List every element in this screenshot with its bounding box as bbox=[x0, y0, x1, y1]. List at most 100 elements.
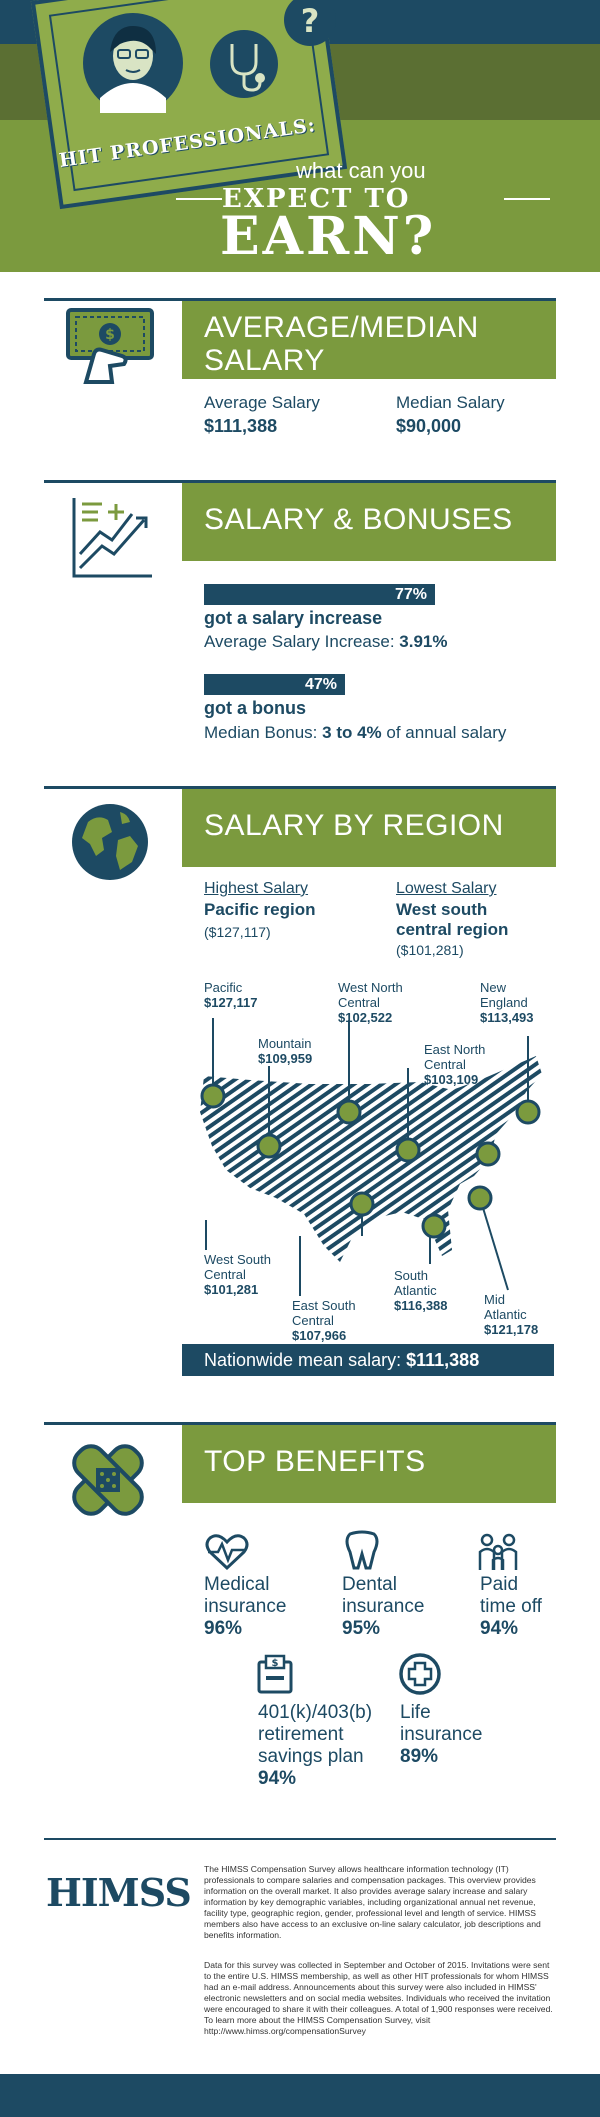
map-label-sa-name-1: South bbox=[394, 1268, 428, 1283]
stethoscope-icon bbox=[210, 30, 278, 98]
bonus-caption: got a bonus bbox=[204, 698, 306, 718]
map-label-east-north-central: East North Central $103,109 bbox=[424, 1042, 485, 1087]
bonus-detail: Median Bonus: 3 to 4% of annual salary bbox=[204, 723, 506, 743]
lowest-salary-region: West south central region bbox=[396, 900, 508, 940]
salary-title-line-1: AVERAGE/MEDIAN bbox=[204, 311, 479, 344]
map-label-esc-name-2: Central bbox=[292, 1313, 334, 1328]
footer-paragraph-1: The HIMSS Compensation Survey allows hea… bbox=[204, 1864, 541, 1940]
globe-icon bbox=[72, 804, 148, 880]
section-divider bbox=[44, 1422, 556, 1425]
nationwide-prefix: Nationwide mean salary: bbox=[204, 1350, 407, 1370]
map-label-pacific-name: Pacific bbox=[204, 980, 243, 995]
svg-text:$: $ bbox=[272, 1658, 279, 1669]
benefit-dental-pct: 95% bbox=[342, 1618, 381, 1639]
headline-line-1: EXPECT TO bbox=[222, 184, 411, 214]
benefit-life-pct: 89% bbox=[400, 1746, 439, 1767]
benefit-retirement: 401(k)/403(b) retirement savings plan 94% bbox=[258, 1702, 372, 1790]
map-label-ne-amount: $113,493 bbox=[480, 1010, 534, 1025]
region-section-title: SALARY BY REGION bbox=[182, 789, 556, 867]
map-label-ma-name-2: Atlantic bbox=[484, 1307, 527, 1322]
salary-increase-detail-prefix: Average Salary Increase: bbox=[204, 632, 400, 651]
medical-cross-icon bbox=[399, 1653, 441, 1695]
map-label-new-england: New England $113,493 bbox=[480, 980, 534, 1025]
highest-salary-amount: ($127,117) bbox=[204, 924, 271, 940]
bonus-bar: 47% bbox=[204, 674, 345, 695]
map-label-mountain: Mountain $109,959 bbox=[258, 1036, 312, 1066]
benefit-retirement-pct: 94% bbox=[258, 1768, 297, 1789]
growth-chart-icon bbox=[72, 498, 152, 578]
benefit-pto-line-1: Paid bbox=[480, 1574, 519, 1595]
lowest-salary-amount: ($101,281) bbox=[396, 942, 464, 958]
map-label-enc-amount: $103,109 bbox=[424, 1072, 479, 1087]
bonus-detail-suffix: of annual salary bbox=[381, 723, 507, 742]
map-label-mid-atlantic: Mid Atlantic $121,178 bbox=[484, 1292, 538, 1337]
benefit-pto-line-2: time off bbox=[480, 1596, 542, 1617]
map-label-west-south-central: West South Central $101,281 bbox=[204, 1252, 271, 1297]
question-text: what can you bbox=[296, 158, 426, 183]
heart-pulse-icon bbox=[205, 1534, 249, 1571]
map-label-west-north-central: West North Central $102,522 bbox=[338, 980, 403, 1025]
footer-paragraph-2: Data for this survey was collected in Se… bbox=[204, 1960, 553, 2036]
map-label-pacific-amount: $127,117 bbox=[204, 995, 258, 1010]
map-label-sa-name-2: Atlantic bbox=[394, 1283, 437, 1298]
map-label-esc-amount: $107,966 bbox=[292, 1328, 347, 1343]
doctor-woman-icon bbox=[83, 13, 183, 113]
average-salary-value: $111,388 bbox=[204, 416, 278, 436]
benefit-medical-line-1: Medical bbox=[204, 1574, 270, 1595]
map-label-wnc-name-1: West North bbox=[338, 980, 403, 995]
benefit-dental-line-2: insurance bbox=[342, 1596, 425, 1617]
benefit-life-line-1: Life bbox=[400, 1702, 431, 1723]
salary-increase-detail-value: 3.91% bbox=[399, 632, 448, 651]
map-label-sa-amount: $116,388 bbox=[394, 1298, 448, 1313]
benefit-retirement-line-3: savings plan bbox=[258, 1746, 364, 1767]
bonus-detail-prefix: Median Bonus: bbox=[204, 723, 323, 742]
salary-title-line-2: SALARY bbox=[204, 344, 325, 377]
map-label-wnc-name-2: Central bbox=[338, 995, 380, 1010]
money-hand-icon: $ bbox=[66, 308, 154, 384]
benefit-medical-line-2: insurance bbox=[204, 1596, 287, 1617]
section-divider bbox=[44, 786, 556, 789]
benefit-dental: Dental insurance 95% bbox=[342, 1574, 424, 1640]
benefit-retirement-line-2: retirement bbox=[258, 1724, 344, 1745]
map-label-wsc-name-2: Central bbox=[204, 1267, 246, 1282]
benefit-retirement-line-1: 401(k)/403(b) bbox=[258, 1702, 373, 1723]
map-label-ma-name-1: Mid bbox=[484, 1292, 505, 1307]
average-salary-label: Average Salary bbox=[204, 393, 320, 412]
headline-rule-left bbox=[176, 198, 222, 200]
svg-text:$: $ bbox=[105, 327, 115, 343]
map-label-wnc-amount: $102,522 bbox=[338, 1010, 393, 1025]
nationwide-mean-bar: Nationwide mean salary: $111,388 bbox=[182, 1344, 554, 1376]
map-label-enc-name-2: Central bbox=[424, 1057, 466, 1072]
median-salary-label: Median Salary bbox=[396, 393, 505, 412]
benefit-medical-pct: 96% bbox=[204, 1618, 243, 1639]
bonus-detail-value: 3 to 4% bbox=[322, 723, 382, 742]
benefit-pto-pct: 94% bbox=[480, 1618, 519, 1639]
map-label-esc-name-1: East South bbox=[292, 1298, 356, 1313]
bonuses-section-title: SALARY & BONUSES bbox=[182, 483, 556, 561]
highest-salary-heading: Highest Salary bbox=[204, 880, 309, 897]
salary-increase-detail: Average Salary Increase: 3.91% bbox=[204, 632, 448, 652]
lowest-salary-heading: Lowest Salary bbox=[396, 880, 497, 897]
salary-increase-caption: got a salary increase bbox=[204, 608, 383, 628]
map-label-enc-name-1: East North bbox=[424, 1042, 486, 1057]
tooth-icon bbox=[345, 1530, 379, 1570]
question-mark-icon: ? bbox=[284, 0, 336, 46]
map-label-mountain-name: Mountain bbox=[258, 1036, 312, 1051]
lowest-salary-region-line-1: West south bbox=[396, 900, 488, 919]
family-icon bbox=[478, 1533, 518, 1570]
benefit-life: Life insurance 89% bbox=[400, 1702, 482, 1768]
map-label-south-atlantic: South Atlantic $116,388 bbox=[394, 1268, 448, 1313]
headline-line-2: EARN? bbox=[220, 206, 437, 267]
map-label-wsc-name-1: West South bbox=[204, 1252, 271, 1267]
us-map bbox=[200, 1056, 542, 1262]
benefits-section-title: TOP BENEFITS bbox=[182, 1425, 556, 1503]
benefit-dental-line-1: Dental bbox=[342, 1574, 397, 1595]
map-label-mountain-amount: $109,959 bbox=[258, 1051, 313, 1066]
benefit-paid-time-off: Paid time off 94% bbox=[480, 1574, 542, 1640]
section-divider bbox=[44, 480, 556, 483]
benefit-life-line-2: insurance bbox=[400, 1724, 483, 1745]
svg-text:?: ? bbox=[301, 2, 320, 40]
median-salary-value: $90,000 bbox=[396, 416, 462, 436]
piggy-bank-icon: $ bbox=[257, 1654, 293, 1694]
map-label-east-south-central: East South Central $107,966 bbox=[292, 1298, 356, 1343]
